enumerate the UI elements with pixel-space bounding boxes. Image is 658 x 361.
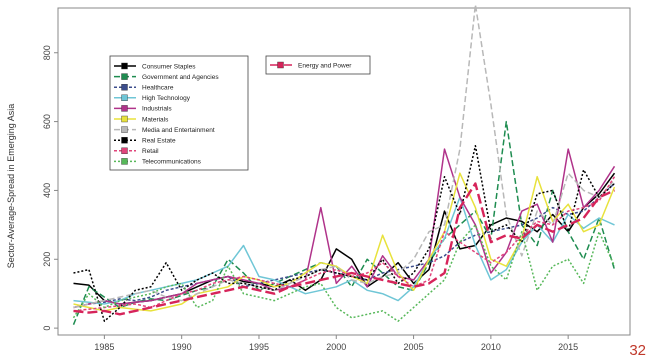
x-tick-label: 2005 <box>404 342 424 352</box>
legend-label: Government and Agencies <box>142 74 219 81</box>
legend-label: Energy and Power <box>298 62 352 69</box>
legend-marker <box>121 105 128 112</box>
series-line-media-and-entertainment <box>73 3 616 309</box>
x-tick-label: 1990 <box>172 342 192 352</box>
legend-label: Consumer Staples <box>142 63 196 70</box>
legend-label: Retail <box>142 148 159 155</box>
y-tick-label: 0 <box>42 326 52 331</box>
legend-left-box <box>109 55 249 171</box>
y-tick-label: 800 <box>42 45 52 60</box>
series-layer <box>72 3 616 325</box>
x-tick-label: 1995 <box>249 342 269 352</box>
y-tick-label: 200 <box>42 252 52 267</box>
series-line-telecommunications <box>72 224 616 322</box>
y-tick-label: 600 <box>42 114 52 129</box>
legend-label: High Technology <box>142 95 191 102</box>
legend-marker <box>121 158 128 165</box>
legend-label: Industrials <box>142 106 172 113</box>
x-tick-label: 1985 <box>94 342 114 352</box>
legend-label: Telecommunications <box>142 159 202 166</box>
page-number: 32 <box>629 342 646 359</box>
series-line-government-and-agencies <box>72 120 616 325</box>
y-tick-label: 400 <box>42 183 52 198</box>
series-line-real-estate <box>73 144 616 322</box>
legend-left-entries: Consumer Staples Government and Agencies H… <box>114 62 219 166</box>
legend-right: Energy and Power <box>265 55 371 75</box>
legend-marker <box>121 115 128 123</box>
y-axis: 0 200 400 600 800 <box>42 45 58 331</box>
legend-marker <box>121 83 128 91</box>
legend-marker <box>121 62 128 70</box>
series-line-materials <box>73 172 616 312</box>
legend-marker <box>277 61 284 69</box>
legend-label: Media and Entertainment <box>142 127 215 134</box>
x-axis: 1985 1990 1995 2000 2005 2010 2015 <box>94 335 578 352</box>
legend-label: Materials <box>142 116 169 123</box>
series-line-high-technology <box>73 196 615 305</box>
legend-right-entries: Energy and Power <box>270 61 352 69</box>
legend-label: Real Estate <box>142 138 176 145</box>
legend-marker <box>121 147 128 155</box>
series-line-energy-and-power <box>73 182 615 316</box>
x-tick-label: 2010 <box>481 342 501 352</box>
legend-right-box <box>265 55 371 75</box>
legend-marker <box>121 73 128 80</box>
legend-marker <box>121 136 128 144</box>
x-tick-label: 2015 <box>558 342 578 352</box>
legend-marker <box>121 126 128 133</box>
legend-label: Healthcare <box>142 85 174 92</box>
series-line-industrials <box>73 148 616 309</box>
legend-left: Consumer Staples Government and Agencies H… <box>109 55 249 171</box>
series-line-retail <box>73 176 616 312</box>
plot-frame <box>57 7 631 336</box>
x-tick-label: 2000 <box>326 342 346 352</box>
legend-marker <box>121 94 128 102</box>
y-axis-label: Sector-Average-Spread in Emerging Asia <box>6 104 16 268</box>
